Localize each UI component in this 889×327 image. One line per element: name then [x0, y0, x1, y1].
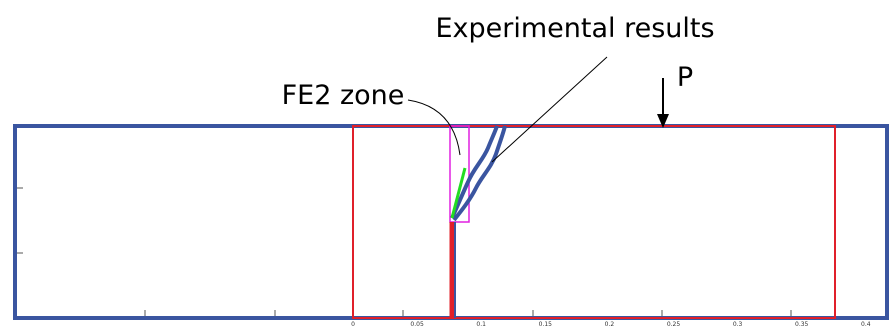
simulated-crack	[450, 167, 467, 219]
axis-tick-label: 0.05	[410, 321, 424, 327]
crack-path	[450, 125, 499, 219]
label-load: P	[677, 62, 693, 93]
axis-tick-label: 0.1	[476, 321, 486, 327]
axis-tick-label: 0.25	[667, 321, 681, 327]
beam-ticks	[17, 187, 792, 316]
axis-labels: 0 0.05 0.1 0.15 0.2 0.25 0.3 0.35 0.4	[351, 321, 871, 327]
axis-tick-label: 0	[351, 321, 355, 327]
axis-tick-label: 0.35	[795, 321, 809, 327]
leader-line	[407, 99, 461, 156]
label-experimental: Experimental results	[435, 13, 714, 44]
axis-tick-label: 0.3	[733, 321, 743, 327]
model-zone	[352, 125, 836, 319]
axis-tick-label: 0.4	[861, 321, 871, 327]
fe2-zone	[449, 125, 470, 223]
axis-tick-label: 0.2	[605, 321, 615, 327]
crack-path	[452, 125, 507, 222]
axis-tick-label: 0.15	[539, 321, 553, 327]
leader-line	[491, 56, 608, 163]
label-fe2: FE2 zone	[282, 80, 405, 111]
load-arrowhead	[657, 114, 669, 128]
